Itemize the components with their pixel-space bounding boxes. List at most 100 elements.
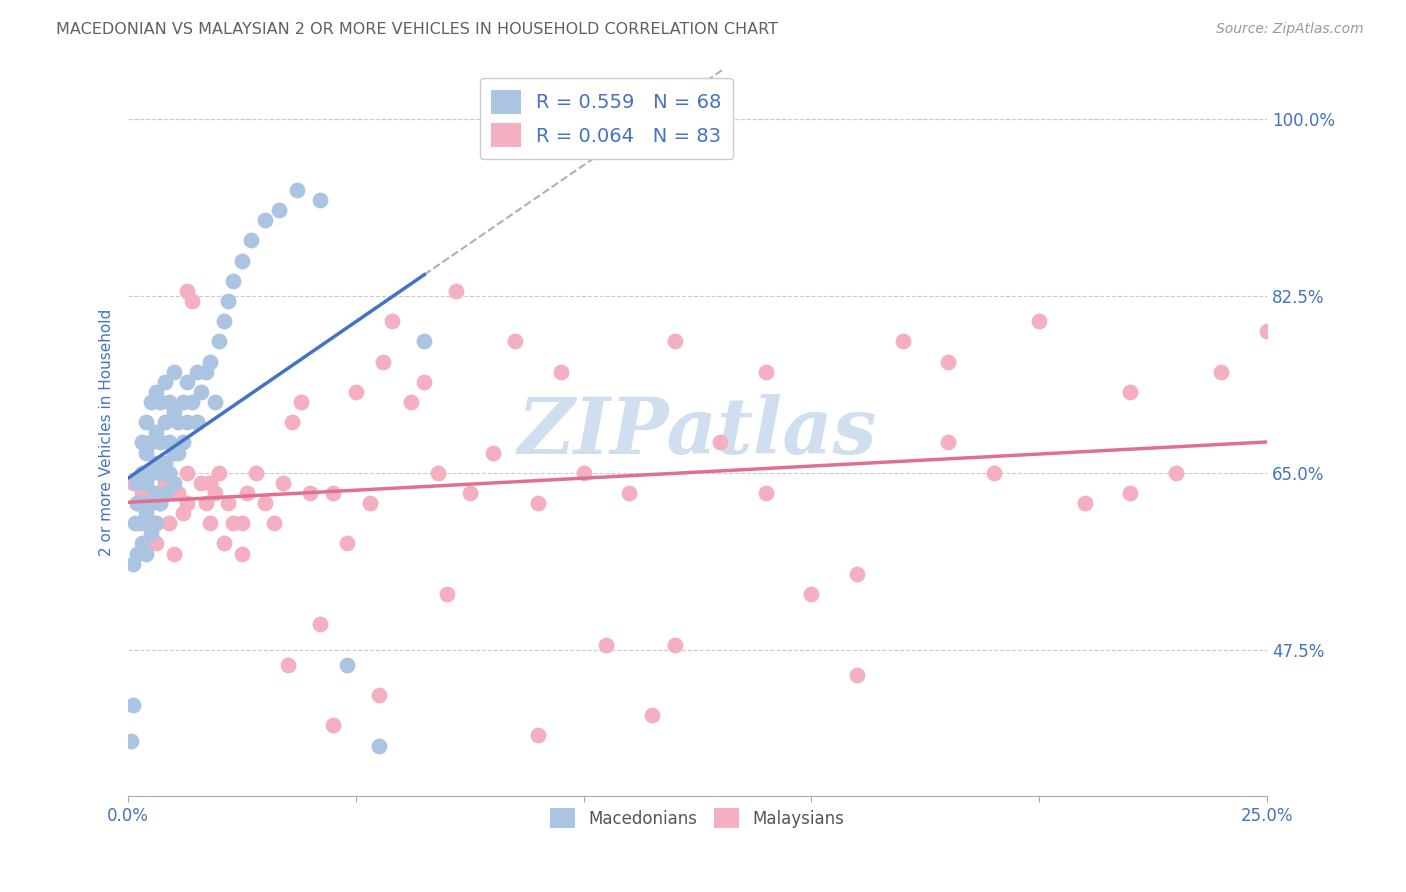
Point bbox=[153, 375, 176, 389]
Point bbox=[163, 547, 186, 561]
Point bbox=[399, 395, 422, 409]
Point bbox=[139, 435, 162, 450]
Point bbox=[121, 698, 143, 713]
Point bbox=[1211, 365, 1233, 379]
Point bbox=[149, 496, 172, 510]
Point bbox=[153, 486, 176, 500]
Point bbox=[344, 384, 367, 399]
Point bbox=[755, 365, 778, 379]
Point bbox=[212, 314, 235, 328]
Text: ZIPatlas: ZIPatlas bbox=[517, 394, 877, 471]
Point bbox=[135, 475, 157, 490]
Point bbox=[373, 354, 395, 368]
Point bbox=[176, 375, 198, 389]
Point bbox=[426, 466, 449, 480]
Point bbox=[299, 486, 322, 500]
Point bbox=[527, 496, 550, 510]
Point bbox=[1119, 486, 1142, 500]
Point bbox=[127, 496, 149, 510]
Point bbox=[800, 587, 823, 601]
Point bbox=[153, 475, 176, 490]
Point bbox=[253, 496, 276, 510]
Point bbox=[308, 193, 330, 207]
Point bbox=[322, 486, 344, 500]
Point bbox=[172, 435, 194, 450]
Point bbox=[222, 274, 245, 288]
Point bbox=[145, 425, 167, 440]
Point bbox=[846, 566, 869, 581]
Point bbox=[176, 415, 198, 429]
Point bbox=[1028, 314, 1050, 328]
Point bbox=[1119, 384, 1142, 399]
Point bbox=[367, 688, 389, 702]
Point bbox=[1256, 324, 1278, 338]
Point bbox=[181, 395, 204, 409]
Point bbox=[176, 496, 198, 510]
Point bbox=[664, 638, 686, 652]
Point bbox=[983, 466, 1005, 480]
Point bbox=[172, 506, 194, 520]
Point bbox=[240, 233, 263, 247]
Point bbox=[413, 375, 436, 389]
Point bbox=[217, 293, 239, 308]
Point bbox=[149, 496, 172, 510]
Point bbox=[186, 365, 208, 379]
Point bbox=[1164, 466, 1187, 480]
Point bbox=[121, 475, 143, 490]
Point bbox=[167, 415, 190, 429]
Point bbox=[253, 213, 276, 227]
Point bbox=[186, 415, 208, 429]
Point bbox=[235, 486, 257, 500]
Point bbox=[131, 435, 153, 450]
Point bbox=[200, 475, 222, 490]
Point bbox=[413, 334, 436, 349]
Point bbox=[157, 395, 180, 409]
Point bbox=[290, 395, 312, 409]
Point bbox=[212, 536, 235, 550]
Point bbox=[709, 435, 731, 450]
Point bbox=[131, 536, 153, 550]
Point bbox=[527, 729, 550, 743]
Point bbox=[135, 547, 157, 561]
Point bbox=[194, 496, 217, 510]
Point bbox=[505, 334, 527, 349]
Point bbox=[172, 395, 194, 409]
Point bbox=[163, 445, 186, 459]
Point bbox=[145, 486, 167, 500]
Point bbox=[127, 475, 149, 490]
Point bbox=[181, 293, 204, 308]
Point bbox=[267, 202, 290, 217]
Point bbox=[285, 183, 308, 197]
Point bbox=[444, 284, 467, 298]
Point bbox=[176, 284, 198, 298]
Point bbox=[163, 365, 186, 379]
Y-axis label: 2 or more Vehicles in Household: 2 or more Vehicles in Household bbox=[100, 309, 114, 556]
Point bbox=[157, 466, 180, 480]
Point bbox=[367, 739, 389, 753]
Point bbox=[846, 668, 869, 682]
Point bbox=[135, 506, 157, 520]
Point bbox=[120, 733, 142, 747]
Point bbox=[204, 486, 226, 500]
Point bbox=[231, 547, 253, 561]
Point bbox=[139, 496, 162, 510]
Point bbox=[139, 395, 162, 409]
Point bbox=[149, 466, 172, 480]
Point bbox=[1073, 496, 1095, 510]
Point bbox=[481, 445, 503, 459]
Point bbox=[436, 587, 458, 601]
Point bbox=[135, 466, 157, 480]
Point bbox=[458, 486, 481, 500]
Point bbox=[208, 334, 231, 349]
Point bbox=[121, 557, 143, 571]
Point bbox=[176, 466, 198, 480]
Point bbox=[664, 334, 686, 349]
Point bbox=[139, 516, 162, 531]
Point bbox=[755, 486, 778, 500]
Point bbox=[131, 486, 153, 500]
Point bbox=[200, 475, 222, 490]
Point bbox=[167, 486, 190, 500]
Point bbox=[190, 475, 212, 490]
Point bbox=[891, 334, 914, 349]
Point bbox=[163, 475, 186, 490]
